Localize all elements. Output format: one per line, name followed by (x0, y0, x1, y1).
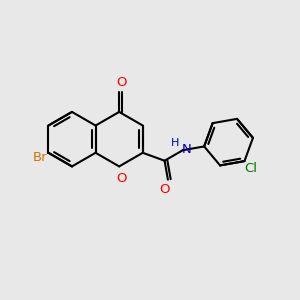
Text: O: O (116, 76, 127, 89)
Text: O: O (160, 183, 170, 196)
Text: O: O (116, 172, 127, 185)
Text: Br: Br (32, 151, 47, 164)
Text: N: N (182, 143, 192, 156)
Text: Cl: Cl (244, 162, 257, 175)
Text: H: H (171, 138, 179, 148)
